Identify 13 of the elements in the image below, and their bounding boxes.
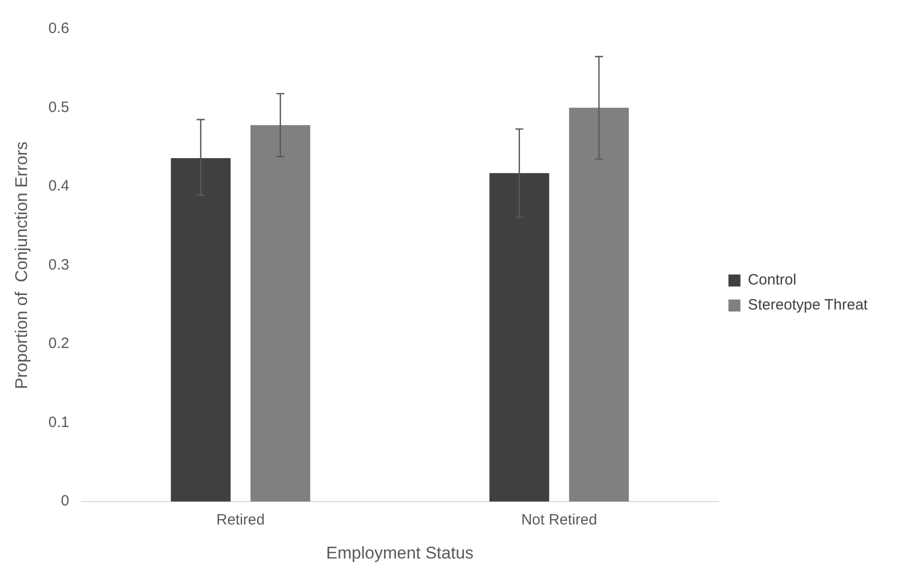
y-tick-label: 0.2 [48,335,70,352]
y-tick-label: 0.5 [48,98,70,116]
y-tick-label: 0.1 [48,414,70,431]
y-axis-title: Proportion of Conjunction Errors [12,142,31,390]
y-tick-label: 0 [60,492,70,510]
y-tick-label: 0.6 [48,20,70,38]
x-tick-label: Not Retired [521,512,598,529]
legend-label: Stereotype Threat [748,296,869,314]
y-tick-label: 0.3 [48,256,70,274]
y-tick-label: 0.4 [48,178,70,195]
x-tick-label: Retired [216,512,265,529]
legend-label: Control [748,272,796,289]
x-axis-title: Employment Status [326,543,474,562]
